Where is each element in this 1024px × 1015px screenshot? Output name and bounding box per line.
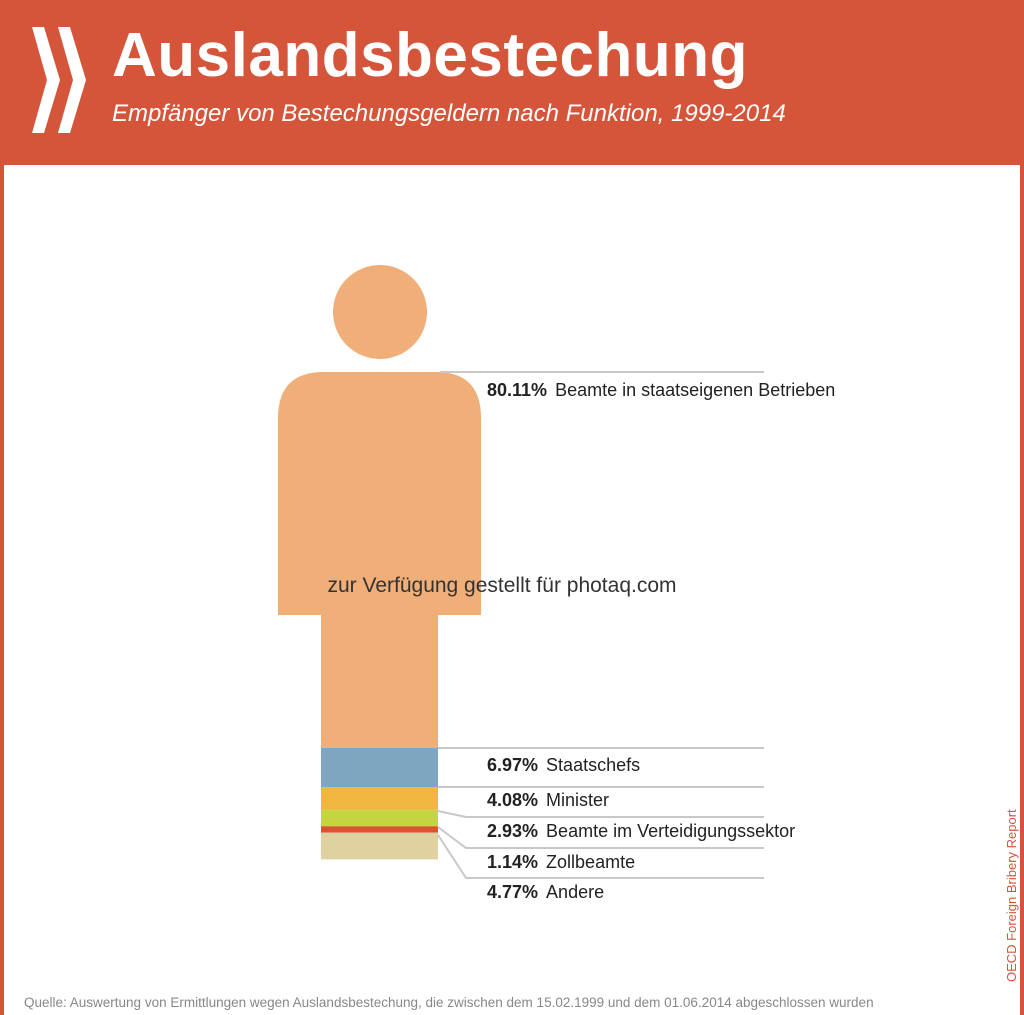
- figure-head: [333, 265, 427, 359]
- segment-andere: [321, 832, 438, 860]
- watermark: zur Verfügung gestellt für photaq.com: [327, 574, 677, 597]
- source-label: OECD Foreign Bribery Report: [1004, 809, 1019, 982]
- footer-note: Quelle: Auswertung von Ermittlungen wege…: [24, 995, 874, 1010]
- label-verteidigung: 2.93% Beamte im Verteidigungssektor: [487, 821, 796, 841]
- page-title: Auslandsbestechung: [112, 21, 748, 90]
- segment-beamte-im-verteidigungssektor: [321, 809, 438, 827]
- header: Auslandsbestechung Empfänger von Bestech…: [0, 0, 1024, 163]
- segment-zollbeamte: [321, 826, 438, 833]
- segment-beamte-staatseigene-betriebe: [278, 372, 481, 748]
- segment-minister: [321, 787, 438, 810]
- leader-line: [437, 826, 764, 849]
- page-subtitle: Empfänger von Bestechungsgeldern nach Fu…: [112, 100, 786, 127]
- leader-line: [437, 834, 764, 879]
- chart-panel: [4, 165, 1020, 1015]
- segment-staatschefs: [321, 748, 438, 788]
- label-staatschefs: 6.97% Staatschefs: [487, 755, 641, 775]
- label-minister: 4.08% Minister: [487, 790, 610, 810]
- label-beamte-staatseigene: 80.11% Beamte in staatseigenen Betrieben: [487, 380, 836, 400]
- double-chevron-icon: [32, 27, 86, 133]
- leader-line: [437, 810, 764, 818]
- label-andere: 4.77% Andere: [487, 882, 605, 902]
- label-zollbeamte: 1.14% Zollbeamte: [487, 852, 636, 872]
